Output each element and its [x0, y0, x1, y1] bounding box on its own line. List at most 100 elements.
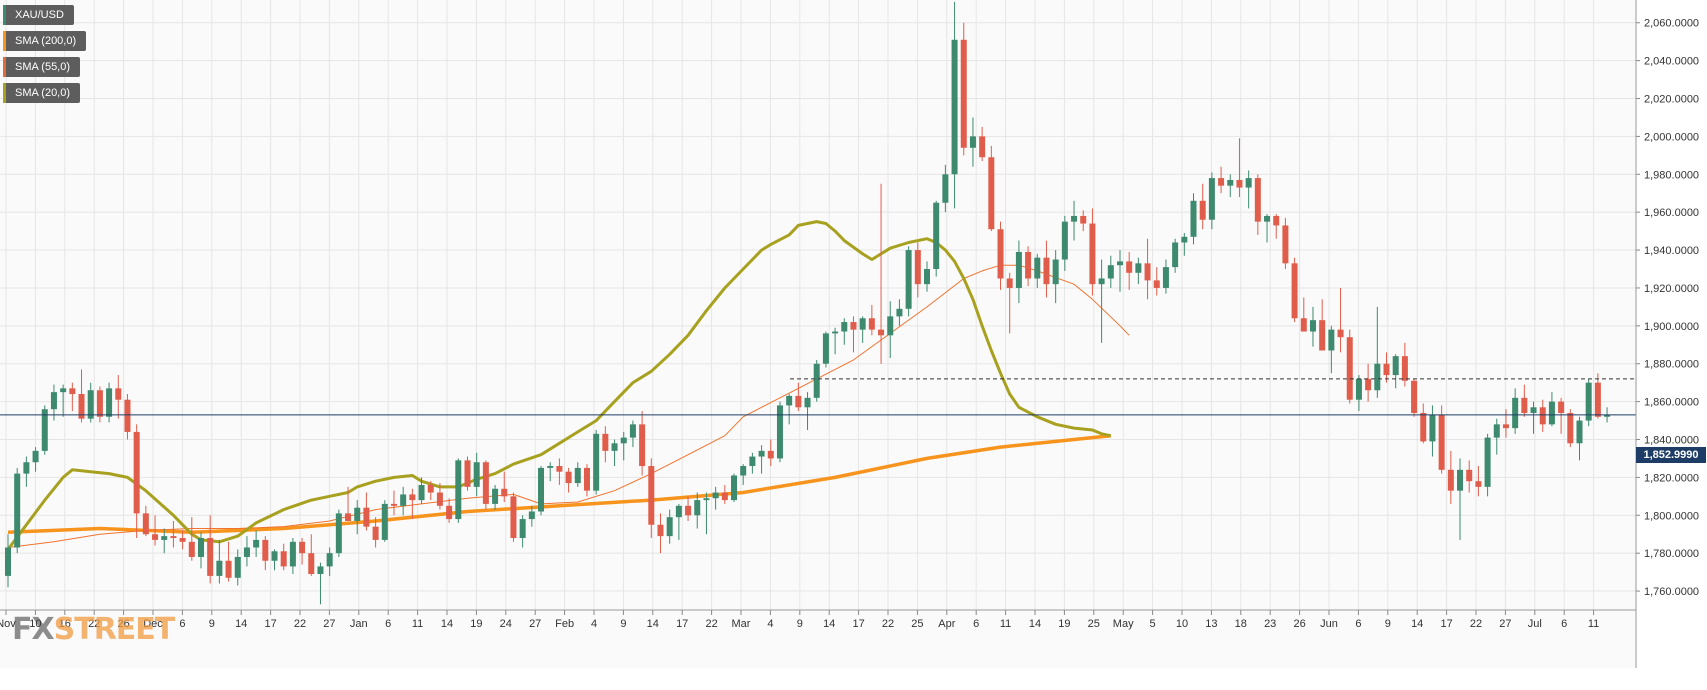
candle[interactable] — [538, 466, 545, 516]
candle[interactable] — [1052, 250, 1059, 304]
candle[interactable] — [1254, 174, 1261, 235]
candle[interactable] — [492, 484, 499, 510]
candle[interactable] — [767, 439, 774, 467]
candle[interactable] — [813, 359, 820, 402]
candle[interactable] — [1401, 342, 1408, 387]
candle[interactable] — [1071, 200, 1078, 241]
candle[interactable] — [1181, 233, 1188, 256]
candle[interactable] — [859, 316, 866, 343]
candle[interactable] — [354, 500, 361, 535]
candle[interactable] — [142, 505, 149, 537]
candle[interactable] — [23, 456, 30, 487]
candle[interactable] — [648, 458, 655, 539]
candle[interactable] — [832, 327, 839, 355]
candle[interactable] — [960, 22, 967, 156]
candle[interactable] — [170, 520, 177, 548]
candle[interactable] — [1383, 352, 1390, 383]
candle[interactable] — [685, 496, 692, 521]
candle[interactable] — [436, 483, 443, 510]
candle[interactable] — [1392, 354, 1399, 389]
candle[interactable] — [1585, 378, 1592, 427]
candle[interactable] — [979, 126, 986, 162]
candle[interactable] — [317, 562, 324, 605]
candle[interactable] — [969, 117, 976, 167]
candle[interactable] — [161, 528, 168, 554]
candle[interactable] — [326, 547, 333, 576]
candle[interactable] — [924, 261, 930, 292]
candle[interactable] — [1493, 418, 1500, 455]
candle[interactable] — [712, 486, 719, 510]
candle[interactable] — [1144, 238, 1151, 300]
candle[interactable] — [345, 486, 352, 521]
candle[interactable] — [455, 458, 462, 523]
candle[interactable] — [896, 299, 903, 326]
candle[interactable] — [547, 462, 554, 482]
candle[interactable] — [1098, 259, 1105, 343]
candle[interactable] — [1548, 392, 1555, 427]
candle[interactable] — [1530, 401, 1537, 434]
candle[interactable] — [464, 456, 471, 491]
candle[interactable] — [905, 246, 912, 317]
candle[interactable] — [69, 382, 76, 412]
candle[interactable] — [234, 549, 241, 586]
candle[interactable] — [400, 486, 407, 516]
candle[interactable] — [87, 382, 94, 423]
candle[interactable] — [740, 464, 747, 485]
candle[interactable] — [804, 392, 811, 431]
candle[interactable] — [5, 534, 11, 588]
candle[interactable] — [1457, 458, 1464, 540]
candle[interactable] — [14, 467, 21, 554]
candle[interactable] — [280, 543, 287, 571]
candle[interactable] — [574, 462, 581, 487]
candle[interactable] — [519, 515, 526, 548]
candle[interactable] — [225, 541, 232, 582]
candle[interactable] — [1015, 240, 1022, 304]
candle[interactable] — [933, 200, 940, 277]
candle[interactable] — [639, 411, 646, 476]
candle[interactable] — [1346, 329, 1353, 404]
candle[interactable] — [528, 505, 535, 527]
candle[interactable] — [501, 471, 508, 503]
candle[interactable] — [115, 375, 122, 419]
candle[interactable] — [887, 301, 894, 359]
candle[interactable] — [262, 536, 269, 571]
candle[interactable] — [694, 492, 701, 529]
candle[interactable] — [271, 549, 278, 571]
candle[interactable] — [335, 509, 342, 557]
candle[interactable] — [1080, 210, 1087, 232]
candle[interactable] — [1043, 240, 1050, 298]
candle[interactable] — [602, 426, 609, 463]
candle[interactable] — [289, 538, 296, 575]
candle[interactable] — [1208, 172, 1215, 230]
candle[interactable] — [1236, 138, 1243, 198]
candle[interactable] — [1502, 409, 1509, 438]
candle[interactable] — [1429, 405, 1436, 457]
candle[interactable] — [1567, 409, 1574, 448]
candle[interactable] — [1116, 250, 1123, 292]
candle[interactable] — [1089, 208, 1096, 296]
candle[interactable] — [1135, 257, 1142, 285]
candle[interactable] — [703, 492, 710, 535]
candle[interactable] — [1521, 384, 1528, 417]
candle[interactable] — [418, 477, 425, 504]
candle[interactable] — [60, 384, 67, 417]
candle[interactable] — [299, 538, 306, 565]
candle[interactable] — [1365, 363, 1372, 402]
candle[interactable] — [510, 492, 517, 542]
candle[interactable] — [308, 534, 315, 576]
candle[interactable] — [473, 452, 480, 497]
candle[interactable] — [1282, 217, 1289, 270]
candle[interactable] — [878, 183, 885, 364]
candle[interactable] — [32, 447, 39, 472]
candle[interactable] — [197, 532, 204, 569]
candle[interactable] — [1273, 214, 1280, 239]
candle[interactable] — [179, 530, 186, 550]
candle[interactable] — [776, 401, 783, 463]
candle[interactable] — [1025, 246, 1032, 287]
candle[interactable] — [133, 424, 140, 539]
candle[interactable] — [41, 405, 48, 455]
candle[interactable] — [1034, 253, 1041, 288]
candle[interactable] — [1374, 306, 1381, 398]
candle[interactable] — [721, 484, 728, 504]
candle[interactable] — [124, 394, 131, 440]
